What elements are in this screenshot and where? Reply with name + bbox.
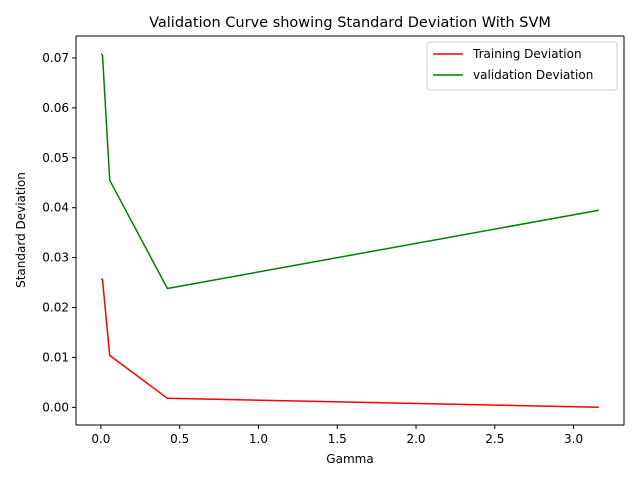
x-tick-label: 1.0 (249, 432, 268, 446)
y-tick-label: 0.03 (42, 251, 69, 265)
x-tick-label: 1.5 (328, 432, 347, 446)
legend-label: validation Deviation (473, 68, 593, 82)
y-tick-label: 0.04 (42, 201, 69, 215)
y-tick-label: 0.02 (42, 301, 69, 315)
legend-label: Training Deviation (472, 47, 582, 61)
chart-title: Validation Curve showing Standard Deviat… (149, 15, 551, 31)
y-axis-label: Standard Deviation (14, 172, 28, 288)
series-layer (100, 53, 599, 409)
series-line-1 (100, 278, 599, 409)
y-tick-label: 0.05 (42, 151, 69, 165)
y-axis-ticks: 0.00 0.01 0.02 0.03 0.04 0.05 0.06 0.07 (42, 51, 76, 414)
series-line-2 (100, 53, 599, 290)
y-tick-label: 0.07 (42, 51, 69, 65)
x-tick-label: 0.5 (170, 432, 189, 446)
x-axis-label: Gamma (326, 452, 373, 466)
x-axis-ticks: 0.0 0.5 1.0 1.5 2.0 2.5 3.0 (91, 425, 583, 446)
x-tick-label: 3.0 (564, 432, 583, 446)
x-tick-label: 0.0 (91, 432, 110, 446)
legend: Training Deviation validation Deviation (426, 41, 618, 91)
x-tick-label: 2.5 (485, 432, 504, 446)
axes-frame (76, 36, 624, 425)
x-tick-label: 2.0 (406, 432, 425, 446)
plot-area: 0.0 0.5 1.0 1.5 2.0 2.5 3.0 0.000.010.020.030.… (42, 35, 625, 446)
y-tick-label: 0.06 (42, 101, 69, 115)
legend-box (426, 41, 618, 91)
y-tick-label: 0.01 (42, 350, 69, 364)
y-tick-label: 0.00 (42, 400, 69, 414)
